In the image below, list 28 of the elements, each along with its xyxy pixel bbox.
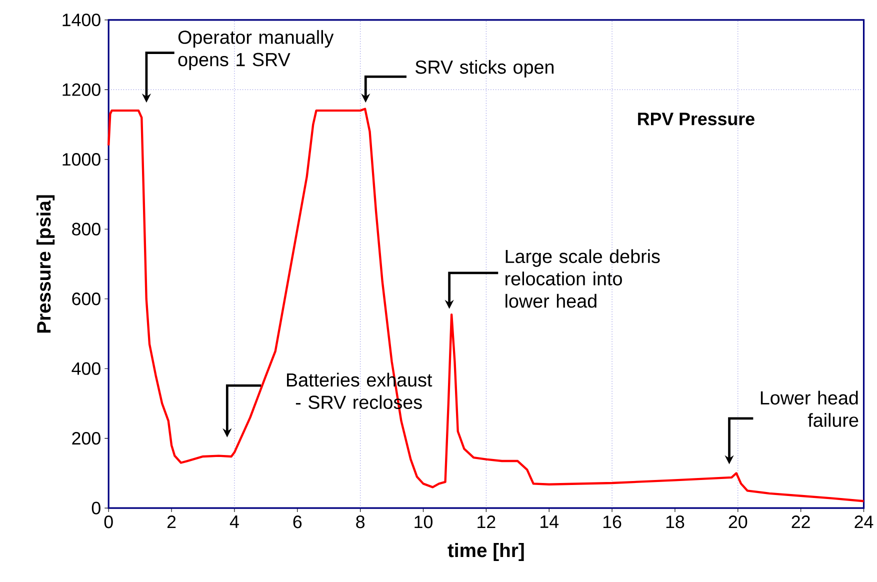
x-tick-label: 22 xyxy=(792,516,810,528)
x-tick-label: 8 xyxy=(356,516,365,528)
y-tick-label: 800 xyxy=(72,222,100,236)
x-tick-label: 0 xyxy=(104,516,113,528)
y-tick-label: 600 xyxy=(72,292,100,306)
y-tick-label: 1400 xyxy=(62,14,100,26)
x-tick-label: 18 xyxy=(666,516,684,528)
y-tick-label: 400 xyxy=(72,362,100,376)
x-tick-label: 6 xyxy=(293,516,302,528)
y-tick-label: 1200 xyxy=(62,83,100,96)
y-tick-label: 1000 xyxy=(62,153,100,166)
x-tick-label: 2 xyxy=(167,516,176,528)
x-tick-label: 12 xyxy=(478,516,496,528)
y-tick-label: 200 xyxy=(72,432,100,445)
x-tick-label: 14 xyxy=(540,516,559,528)
x-tick-label: 20 xyxy=(728,516,748,528)
x-tick-label: 16 xyxy=(603,516,622,528)
annotation: Operator manually opens 1 SRV xyxy=(178,30,334,70)
x-axis-title: time [hr] xyxy=(448,543,524,562)
x-tick-label: 4 xyxy=(230,516,239,528)
y-axis-title: Pressure [psia] xyxy=(36,195,55,333)
annotation: Lower head failure xyxy=(760,390,858,428)
x-tick-label: 24 xyxy=(854,516,874,528)
x-tick-label: 10 xyxy=(414,516,432,528)
annotation: Large scale debris relocation into lower head xyxy=(506,249,660,308)
text: RPV Pressure xyxy=(638,112,754,126)
annotation: SRV sticks open xyxy=(416,60,554,78)
y-tick-label: 0 xyxy=(92,502,100,515)
